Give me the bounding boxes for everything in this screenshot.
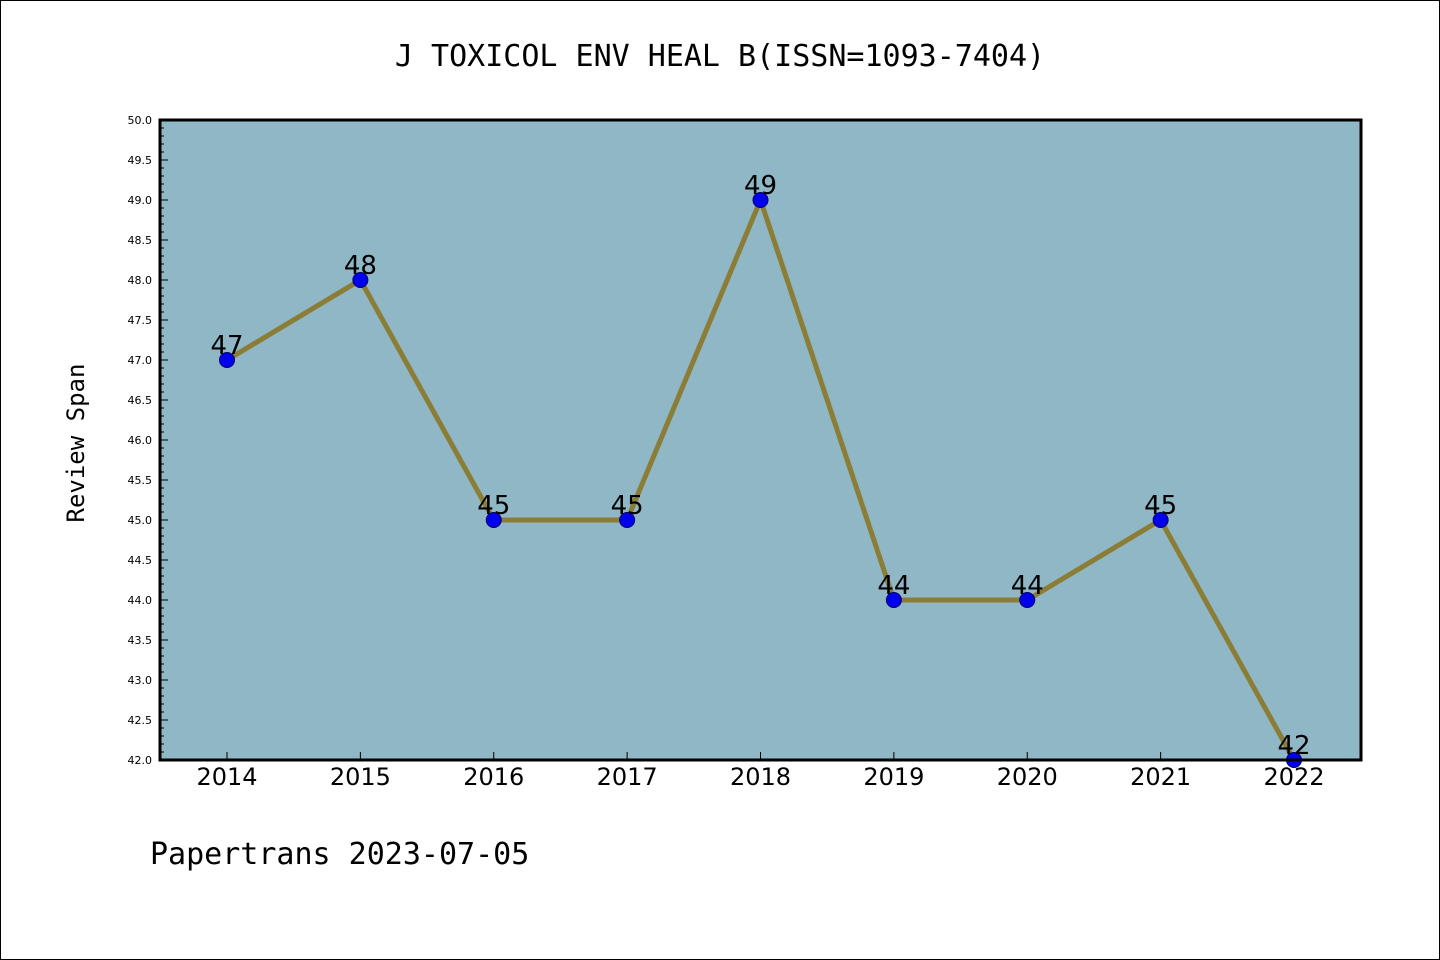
y-axis-label: Review Span [62, 364, 90, 523]
x-tick-label: 2014 [196, 763, 257, 791]
markers-layer [219, 192, 1302, 768]
plot-border [158, 118, 1363, 762]
data-point [1152, 512, 1169, 528]
y-tick-label: 47.5 [128, 314, 153, 327]
x-tick-label: 2015 [330, 763, 391, 791]
data-label: 44 [877, 571, 910, 601]
x-tick-label: 2021 [1130, 763, 1191, 791]
y-tick-label: 50.0 [128, 114, 153, 127]
footer-text: Papertrans 2023-07-05 [150, 837, 529, 872]
y-tick-label: 46.5 [128, 394, 153, 407]
y-tick-label: 46.0 [128, 434, 153, 447]
data-point [752, 192, 769, 208]
y-tick-label: 49.0 [128, 194, 153, 207]
data-label: 47 [210, 331, 243, 361]
y-tick-label: 47.0 [128, 354, 153, 367]
data-label: 49 [744, 171, 777, 201]
y-tick-label: 42.0 [128, 754, 153, 767]
data-labels-layer: 47 48 45 45 49 44 44 45 42 [210, 171, 1310, 761]
y-tick-label: 44.5 [128, 554, 153, 567]
y-tick-label: 48.0 [128, 274, 153, 287]
x-tick-label: 2016 [463, 763, 524, 791]
y-tick-label: 45.0 [128, 514, 153, 527]
data-point [219, 352, 235, 368]
y-tick-label: 43.5 [128, 634, 153, 647]
data-point [885, 592, 902, 608]
y-tick-label: 49.5 [128, 154, 153, 167]
data-label: 45 [611, 491, 644, 521]
data-label: 42 [1277, 731, 1310, 761]
data-point [1019, 592, 1036, 608]
data-label: 45 [477, 491, 510, 521]
x-tick-label: 2017 [597, 763, 658, 791]
x-tick-label: 2018 [730, 763, 791, 791]
data-label: 44 [1011, 571, 1044, 601]
y-tick-label: 42.5 [128, 714, 153, 727]
data-point [619, 512, 636, 528]
data-label: 45 [1144, 491, 1177, 521]
x-tick-label: 2019 [863, 763, 924, 791]
plot-area [160, 120, 1361, 760]
data-point [352, 272, 369, 288]
y-tick-label: 44.0 [128, 594, 153, 607]
data-label: 48 [344, 251, 377, 281]
y-tick-label: 45.5 [128, 474, 153, 487]
x-tick-label: 2020 [997, 763, 1058, 791]
chart-title: J TOXICOL ENV HEAL B(ISSN=1093-7404) [395, 39, 1045, 74]
data-point [485, 512, 502, 528]
y-tick-label: 48.5 [128, 234, 153, 247]
y-tick-label: 43.0 [128, 674, 153, 687]
